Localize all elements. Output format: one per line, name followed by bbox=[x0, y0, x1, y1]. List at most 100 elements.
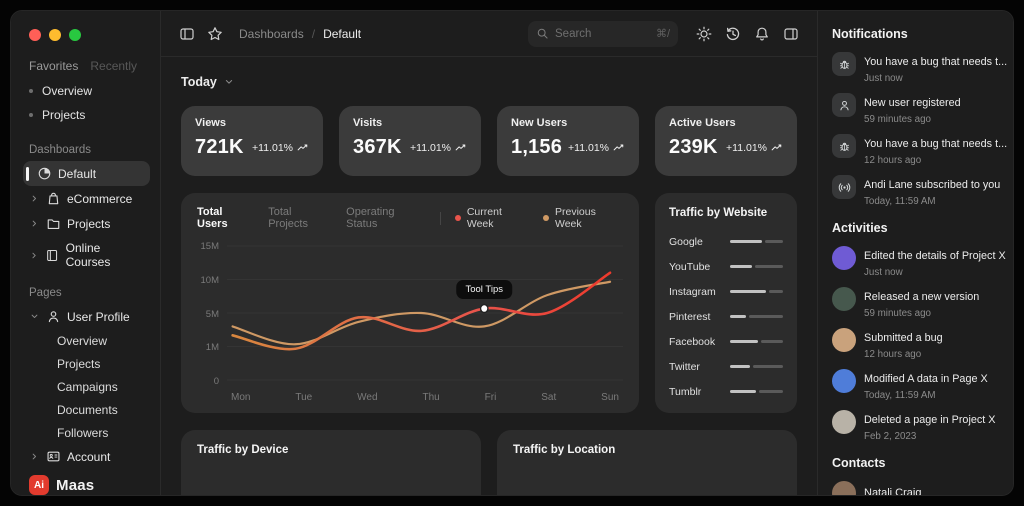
activity-item[interactable]: Submitted a bug 12 hours ago bbox=[832, 328, 999, 360]
main-content: Today Views 721K +11.01% Visits bbox=[161, 57, 817, 495]
sidebar-item-ecommerce[interactable]: eCommerce bbox=[23, 186, 150, 211]
site-bar bbox=[729, 390, 783, 393]
bell-icon bbox=[754, 26, 770, 42]
notifications-button[interactable] bbox=[754, 26, 770, 42]
book-icon bbox=[45, 248, 59, 263]
section-title-notifications: Notifications bbox=[832, 27, 908, 41]
avatar bbox=[832, 369, 856, 393]
sidebar-item-user-profile[interactable]: User Profile bbox=[23, 304, 150, 329]
notification-item[interactable]: You have a bug that needs t... Just now bbox=[832, 52, 1007, 84]
traffic-site-row: Twitter bbox=[669, 354, 783, 379]
breadcrumb: Dashboards / Default bbox=[239, 27, 361, 41]
traffic-site-row: YouTube bbox=[669, 254, 783, 279]
notification-item[interactable]: Andi Lane subscribed to you Today, 11:59 … bbox=[832, 175, 1000, 207]
sidebar-subitem-followers[interactable]: Followers bbox=[57, 425, 109, 440]
card-title: Traffic by Website bbox=[669, 207, 768, 219]
tab-total-projects[interactable]: Total Projects bbox=[268, 206, 308, 230]
shopping-bag-icon bbox=[46, 191, 61, 206]
chevron-right-icon bbox=[29, 193, 40, 204]
metric-delta: +11.01% bbox=[568, 142, 625, 154]
sidebar-subitem-campaigns[interactable]: Campaigns bbox=[57, 379, 118, 394]
activity-item[interactable]: Deleted a page in Project X Feb 2, 2023 bbox=[832, 410, 999, 442]
sidebar-toggle-button[interactable] bbox=[179, 26, 195, 42]
zoom-window-button[interactable] bbox=[69, 29, 81, 41]
chart-x-axis: Mon Tue Wed Thu Fri Sat Sun bbox=[231, 392, 619, 403]
line-chart bbox=[227, 245, 623, 381]
site-bar bbox=[729, 365, 783, 368]
section-title-activities: Activities bbox=[832, 221, 888, 235]
theme-toggle-button[interactable] bbox=[696, 26, 712, 42]
sidebar-item-label: Projects bbox=[42, 108, 86, 122]
trend-up-icon bbox=[297, 142, 309, 154]
sidebar-item-dashboards-projects[interactable]: Projects bbox=[23, 211, 150, 236]
contact-item[interactable]: Natali Craig bbox=[832, 481, 999, 495]
activity-item[interactable]: Modified A data in Page X Today, 11:59 AM bbox=[832, 369, 999, 401]
chevron-down-icon bbox=[29, 311, 40, 322]
breadcrumb-dashboards[interactable]: Dashboards bbox=[239, 26, 304, 41]
search-input[interactable] bbox=[555, 27, 650, 40]
divider bbox=[440, 211, 442, 225]
metric-label: Views bbox=[195, 117, 226, 129]
chart-tooltip: Tool Tips bbox=[456, 280, 512, 300]
tab-favorites[interactable]: Favorites bbox=[29, 59, 79, 73]
traffic-by-website-card: Traffic by Website Google YouTube Instag… bbox=[655, 193, 797, 413]
user-icon bbox=[832, 93, 856, 117]
metric-card-active-users: Active Users 239K +11.01% bbox=[655, 106, 797, 176]
chart-header: Total Users Total Projects Operating Sta… bbox=[197, 206, 623, 230]
favorite-button[interactable] bbox=[207, 26, 223, 42]
card-title: Traffic by Location bbox=[513, 444, 616, 456]
right-panel-toggle-button[interactable] bbox=[783, 26, 799, 42]
tab-operating-status[interactable]: Operating Status bbox=[346, 206, 395, 230]
traffic-by-device-card: Traffic by Device bbox=[181, 430, 481, 495]
notification-item[interactable]: New user registered 59 minutes ago bbox=[832, 93, 999, 125]
traffic-by-location-card: Traffic by Location bbox=[497, 430, 797, 495]
sidebar-subitem-overview[interactable]: Overview bbox=[57, 333, 108, 348]
activity-item[interactable]: Released a new version 59 minutes ago bbox=[832, 287, 999, 319]
activities-section: Activities Edited the details of Project… bbox=[832, 221, 1006, 442]
metric-delta: +11.01% bbox=[252, 142, 309, 154]
sidebar-item-default[interactable]: Default bbox=[23, 161, 150, 186]
sidebar-item-online-courses[interactable]: Online Courses bbox=[23, 236, 150, 274]
activity-item[interactable]: Edited the details of Project X Just now bbox=[832, 246, 1006, 278]
avatar bbox=[832, 287, 856, 311]
sidebar-item-overview[interactable]: Overview bbox=[23, 79, 150, 103]
site-bar bbox=[729, 315, 783, 318]
sidebar-item-projects[interactable]: Projects bbox=[23, 103, 150, 127]
search-box[interactable]: ⌘/ bbox=[528, 20, 678, 47]
metric-value: 721K bbox=[195, 136, 244, 158]
section-title-pages: Pages bbox=[29, 287, 62, 299]
metric-card-new-users: New Users 1,156 +11.01% bbox=[497, 106, 639, 176]
breadcrumb-default[interactable]: Default bbox=[323, 26, 362, 41]
metric-cards: Views 721K +11.01% Visits 367K +11.01% bbox=[181, 106, 797, 176]
sidebar-item-label: User Profile bbox=[67, 309, 130, 324]
section-title-dashboards: Dashboards bbox=[29, 144, 92, 156]
site-bar bbox=[729, 265, 783, 268]
traffic-site-row: Instagram bbox=[669, 279, 783, 304]
traffic-site-row: Google bbox=[669, 229, 783, 254]
notification-item[interactable]: You have a bug that needs t... 12 hours a… bbox=[832, 134, 1007, 166]
user-icon bbox=[46, 309, 61, 324]
minimize-window-button[interactable] bbox=[49, 29, 61, 41]
tab-recently[interactable]: Recently bbox=[90, 59, 138, 73]
avatar bbox=[832, 410, 856, 434]
timestamp: Just now bbox=[864, 73, 903, 84]
traffic-site-row: Pinterest bbox=[669, 304, 783, 329]
card-title: Traffic by Device bbox=[197, 444, 289, 456]
period-selector[interactable]: Today bbox=[181, 75, 235, 89]
sidebar-subitem-projects[interactable]: Projects bbox=[57, 356, 101, 371]
charts-row: Total Users Total Projects Operating Sta… bbox=[181, 193, 797, 413]
sidebar-subitem-documents[interactable]: Documents bbox=[57, 402, 118, 417]
sidebar-item-label: Overview bbox=[42, 84, 93, 98]
tab-total-users[interactable]: Total Users bbox=[197, 206, 228, 230]
chart-y-axis: 15M 10M 5M 1M 0 bbox=[200, 241, 219, 387]
metric-card-visits: Visits 367K +11.01% bbox=[339, 106, 481, 176]
logo-mark-icon: Ai bbox=[29, 475, 49, 495]
sidebar: Favorites Recently Overview Projects Das… bbox=[11, 11, 161, 495]
main-area: Dashboards / Default ⌘/ T bbox=[161, 11, 817, 495]
history-button[interactable] bbox=[725, 26, 741, 42]
header: Dashboards / Default ⌘/ bbox=[161, 11, 817, 57]
legend-previous-week: Previous Week bbox=[543, 206, 623, 230]
metric-label: New Users bbox=[511, 117, 568, 129]
sidebar-item-account[interactable]: Account bbox=[23, 444, 150, 469]
close-window-button[interactable] bbox=[29, 29, 41, 41]
